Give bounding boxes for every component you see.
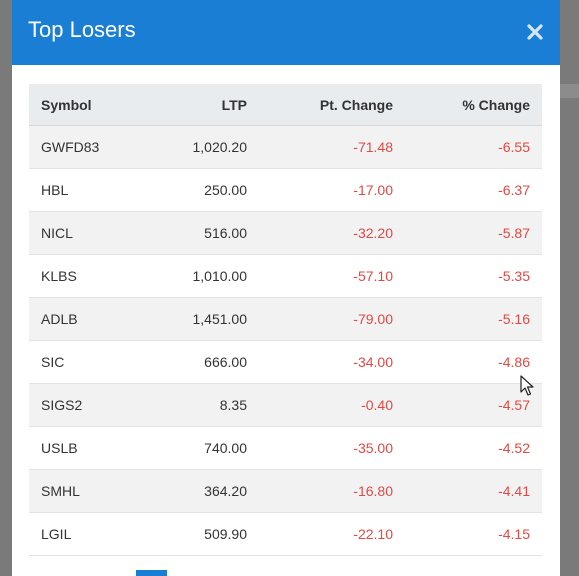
- cell-symbol: KLBS: [29, 254, 149, 298]
- column-header-symbol[interactable]: Symbol: [29, 84, 149, 126]
- table-row[interactable]: USLB 740.00 -35.00 -4.52: [29, 426, 542, 470]
- cell-ltp: 1,020.20: [149, 125, 259, 169]
- cell-ltp: 1,451.00: [149, 297, 259, 341]
- cell-ltp: 516.00: [149, 211, 259, 255]
- cell-ltp: 364.20: [149, 469, 259, 513]
- table-row[interactable]: LGIL 509.90 -22.10 -4.15: [29, 512, 542, 556]
- cell-ltp: 250.00: [149, 168, 259, 212]
- cell-ltp: 740.00: [149, 426, 259, 470]
- cell-pct-change: -6.55: [405, 125, 542, 169]
- losers-table-container: Symbol LTP Pt. Change % Change GWFD83 1,0…: [29, 84, 542, 556]
- cell-pt-change: -32.20: [259, 211, 405, 255]
- cell-pt-change: -17.00: [259, 168, 405, 212]
- cell-pt-change: -57.10: [259, 254, 405, 298]
- table-row[interactable]: SMHL 364.20 -16.80 -4.41: [29, 469, 542, 513]
- table-row[interactable]: ADLB 1,451.00 -79.00 -5.16: [29, 297, 542, 341]
- page-backdrop: [560, 84, 579, 98]
- cell-pct-change: -6.37: [405, 168, 542, 212]
- cell-symbol: NICL: [29, 211, 149, 255]
- table-row[interactable]: SIC 666.00 -34.00 -4.86: [29, 340, 542, 384]
- cell-pct-change: -5.16: [405, 297, 542, 341]
- cell-pt-change: -79.00: [259, 297, 405, 341]
- cell-symbol: ADLB: [29, 297, 149, 341]
- column-header-pct-change[interactable]: % Change: [405, 84, 542, 126]
- cell-pt-change: -0.40: [259, 383, 405, 427]
- cell-ltp: 509.90: [149, 512, 259, 556]
- table-row[interactable]: GWFD83 1,020.20 -71.48 -6.55: [29, 125, 542, 169]
- top-losers-modal: Top Losers Symbol LTP Pt. Change % Chang…: [12, 0, 560, 576]
- cell-symbol: GWFD83: [29, 125, 149, 169]
- cell-pt-change: -71.48: [259, 125, 405, 169]
- cell-pct-change: -4.52: [405, 426, 542, 470]
- cell-symbol: LGIL: [29, 512, 149, 556]
- close-icon: [527, 24, 543, 40]
- cell-symbol: SMHL: [29, 469, 149, 513]
- cell-ltp: 1,010.00: [149, 254, 259, 298]
- cell-pt-change: -34.00: [259, 340, 405, 384]
- pagination-indicator[interactable]: [136, 570, 167, 576]
- table-row[interactable]: SIGS2 8.35 -0.40 -4.57: [29, 383, 542, 427]
- cell-pct-change: -5.87: [405, 211, 542, 255]
- cell-symbol: USLB: [29, 426, 149, 470]
- cell-pt-change: -16.80: [259, 469, 405, 513]
- table-row[interactable]: KLBS 1,010.00 -57.10 -5.35: [29, 254, 542, 298]
- cell-ltp: 666.00: [149, 340, 259, 384]
- cell-pct-change: -4.86: [405, 340, 542, 384]
- column-header-ltp[interactable]: LTP: [149, 84, 259, 126]
- cell-pct-change: -5.35: [405, 254, 542, 298]
- modal-title: Top Losers: [28, 17, 136, 42]
- cell-ltp: 8.35: [149, 383, 259, 427]
- modal-header: Top Losers: [12, 0, 560, 65]
- cell-pct-change: -4.41: [405, 469, 542, 513]
- table-header-row: Symbol LTP Pt. Change % Change: [29, 84, 542, 126]
- cell-pct-change: -4.57: [405, 383, 542, 427]
- cell-symbol: SIC: [29, 340, 149, 384]
- table-row[interactable]: NICL 516.00 -32.20 -5.87: [29, 211, 542, 255]
- losers-table: Symbol LTP Pt. Change % Change GWFD83 1,0…: [29, 84, 542, 556]
- table-row[interactable]: HBL 250.00 -17.00 -6.37: [29, 168, 542, 212]
- cell-pt-change: -35.00: [259, 426, 405, 470]
- cell-pt-change: -22.10: [259, 512, 405, 556]
- close-button[interactable]: [520, 17, 550, 47]
- cell-pct-change: -4.15: [405, 512, 542, 556]
- column-header-pt-change[interactable]: Pt. Change: [259, 84, 405, 126]
- cell-symbol: SIGS2: [29, 383, 149, 427]
- cell-symbol: HBL: [29, 168, 149, 212]
